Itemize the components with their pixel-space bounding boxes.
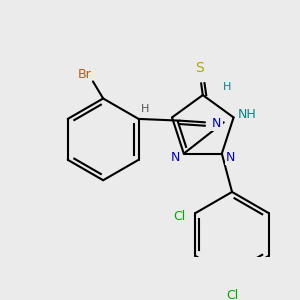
- Text: N: N: [226, 151, 235, 164]
- Text: H: H: [223, 82, 231, 92]
- Text: Cl: Cl: [174, 210, 186, 223]
- Text: Br: Br: [77, 68, 91, 81]
- Text: N: N: [171, 151, 180, 164]
- Text: S: S: [195, 61, 204, 75]
- Text: Cl: Cl: [226, 289, 238, 300]
- Text: H: H: [141, 104, 150, 114]
- Text: NH: NH: [238, 107, 256, 121]
- Text: N: N: [212, 117, 222, 130]
